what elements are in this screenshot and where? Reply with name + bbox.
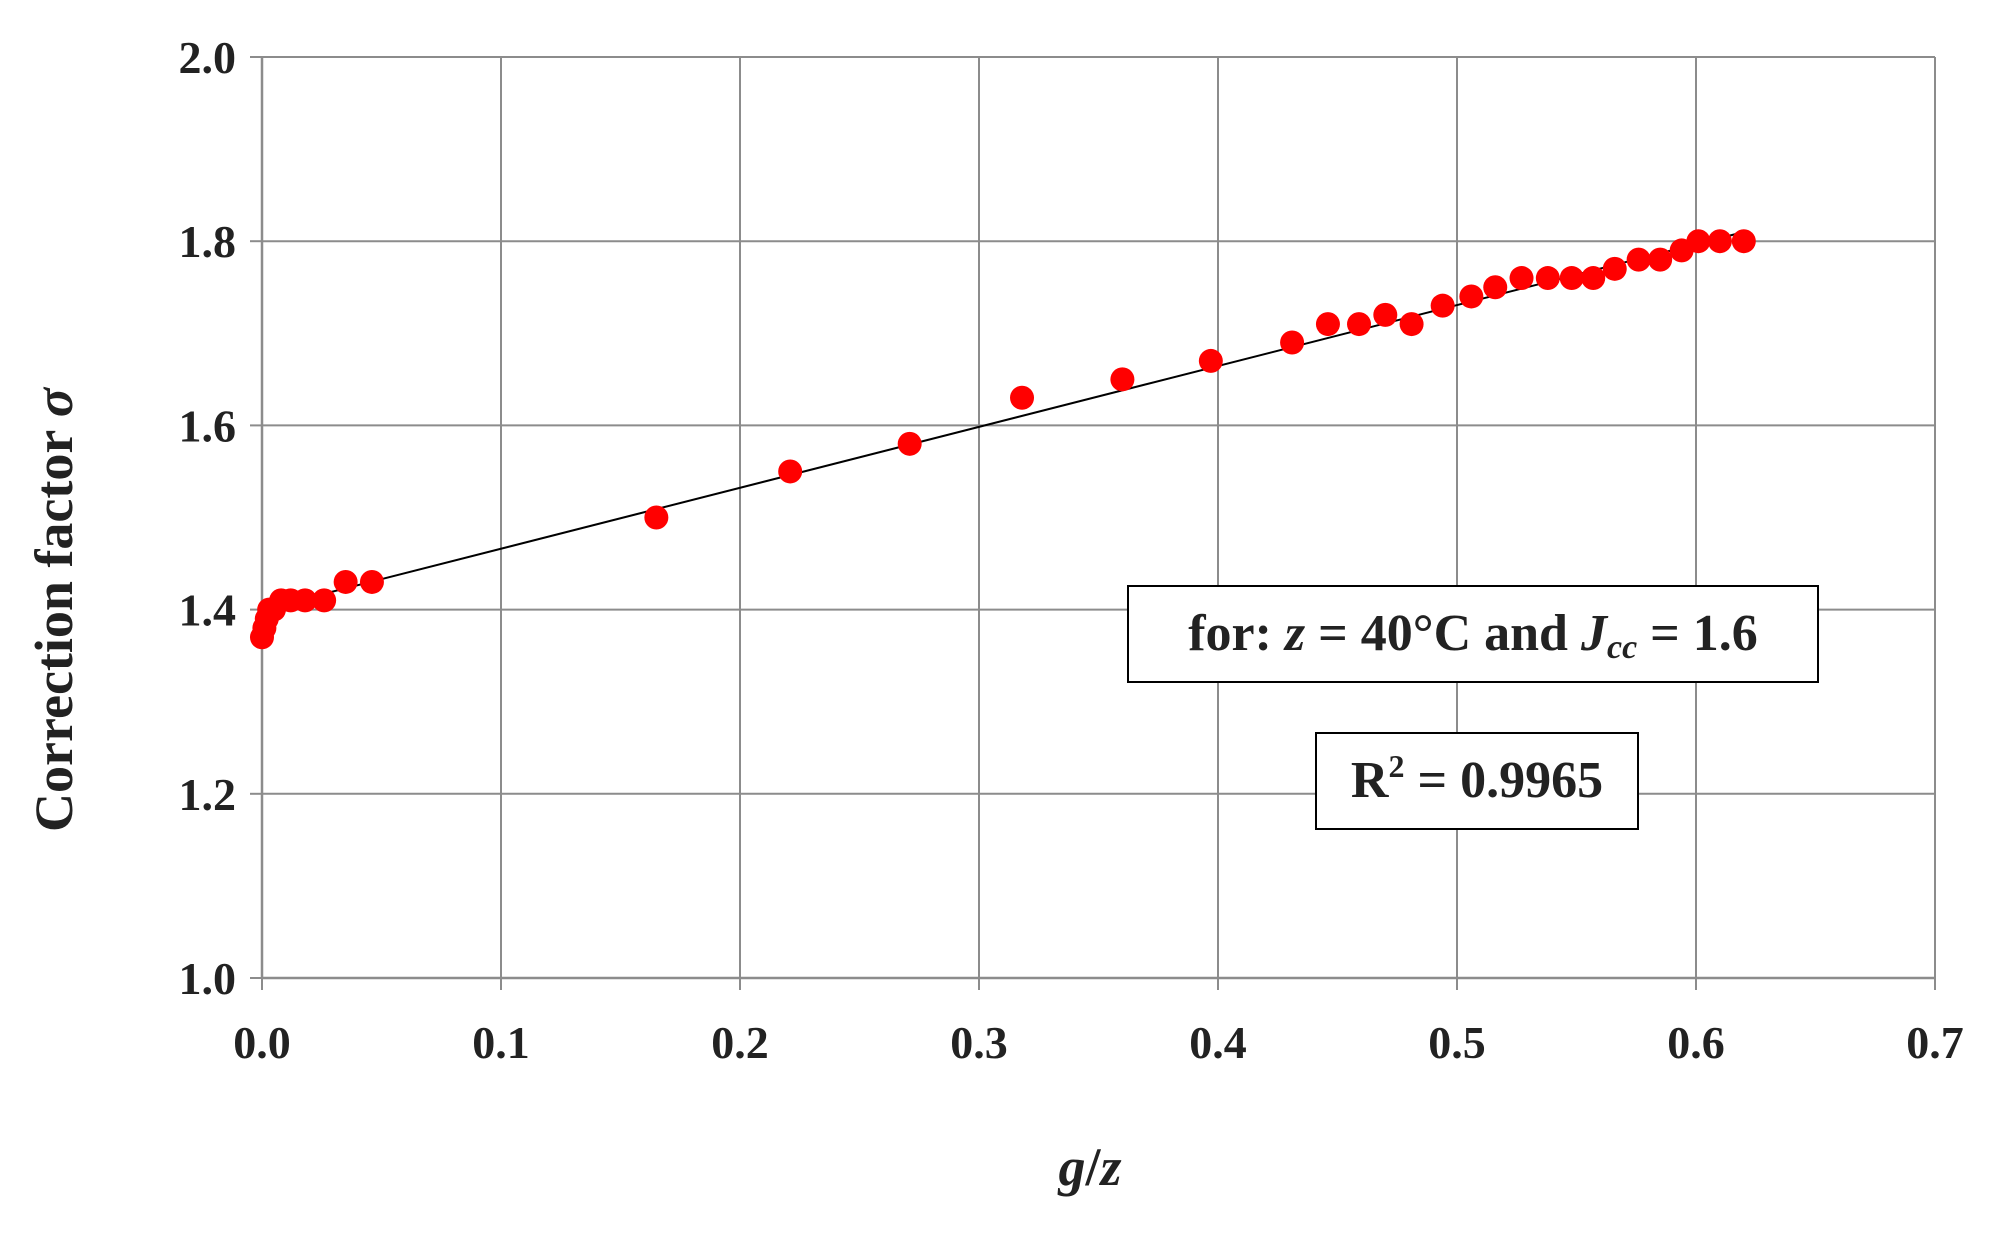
x-tick-label: 0.1 (472, 1017, 530, 1068)
axes (250, 56, 1936, 990)
data-point (312, 588, 337, 613)
data-points (250, 229, 1756, 650)
data-point (1602, 256, 1627, 281)
data-point (1626, 247, 1651, 272)
r-squared-box (1315, 732, 1639, 830)
condition-sub-cc: cc (1607, 629, 1637, 666)
x-tick-label: 0.5 (1428, 1017, 1486, 1068)
data-point (1731, 229, 1756, 254)
data-point (1280, 330, 1305, 355)
y-tick-label: 2.0 (179, 32, 237, 83)
x-tick-label: 0.4 (1189, 1017, 1247, 1068)
y-axis-title-symbol: σ (24, 386, 84, 417)
condition-annotation: for: z = 40°C and Jcc = 1.6 (1127, 585, 1819, 683)
data-point (1707, 229, 1732, 254)
condition-mid: = 40°C and (1305, 605, 1581, 662)
x-tick-label: 0.7 (1906, 1017, 1964, 1068)
y-axis-title-text: Correction factor (24, 417, 84, 832)
y-tick-label: 1.8 (179, 216, 237, 267)
y-tick-label: 1.4 (179, 585, 237, 636)
data-point (1315, 312, 1340, 337)
gridlines (262, 56, 1936, 978)
x-axis-title: g/z (1057, 1137, 1121, 1197)
condition-annotation-text: for: z = 40°C and Jcc = 1.6 (1188, 605, 1758, 666)
condition-suffix: = 1.6 (1637, 605, 1758, 662)
x-axis-title-var1: g (1057, 1137, 1085, 1197)
data-point (1399, 312, 1424, 337)
data-point (359, 569, 384, 594)
y-tick-label: 1.0 (179, 953, 237, 1004)
data-point (1581, 266, 1606, 291)
data-point (1347, 312, 1372, 337)
r-squared-sup: 2 (1388, 748, 1404, 784)
y-axis-title: Correction factor σ (24, 386, 84, 832)
x-tick-label: 0.2 (711, 1017, 769, 1068)
data-point (1110, 367, 1135, 392)
x-axis-title-sep: / (1084, 1137, 1101, 1197)
r-squared-value: = 0.9965 (1404, 752, 1603, 809)
y-tick-label: 1.2 (179, 769, 237, 820)
x-tick-labels: 0.0 0.1 0.2 0.3 0.4 0.5 0.6 0.7 (233, 1017, 1964, 1068)
data-point (1509, 266, 1534, 291)
data-point (897, 431, 922, 456)
data-point (1686, 229, 1711, 254)
r-squared-annotation: R2 = 0.9965 (1315, 732, 1639, 830)
data-point (333, 569, 358, 594)
r-squared-text: R2 = 0.9965 (1351, 748, 1603, 809)
data-point (644, 505, 669, 530)
condition-prefix: for: (1188, 605, 1285, 662)
data-point (1483, 275, 1508, 300)
y-tick-labels: 1.0 1.2 1.4 1.6 1.8 2.0 (179, 32, 237, 1004)
condition-var-j: J (1580, 605, 1609, 662)
condition-var-z: z (1283, 605, 1306, 662)
x-tick-label: 0.6 (1667, 1017, 1725, 1068)
data-point (1010, 385, 1035, 410)
data-point (1373, 302, 1398, 327)
condition-annotation-box (1127, 585, 1819, 683)
data-point (1648, 247, 1673, 272)
x-tick-label: 0.3 (950, 1017, 1008, 1068)
y-tick-label: 1.6 (179, 400, 237, 451)
r-squared-prefix: R (1351, 752, 1390, 809)
data-point (778, 459, 803, 484)
data-point (1559, 266, 1584, 291)
data-point (1198, 348, 1223, 373)
x-tick-label: 0.0 (233, 1017, 291, 1068)
data-point (293, 588, 318, 613)
data-point (1430, 293, 1455, 318)
data-point (1459, 284, 1484, 309)
x-axis-title-var2: z (1099, 1137, 1122, 1197)
data-point (1535, 266, 1560, 291)
